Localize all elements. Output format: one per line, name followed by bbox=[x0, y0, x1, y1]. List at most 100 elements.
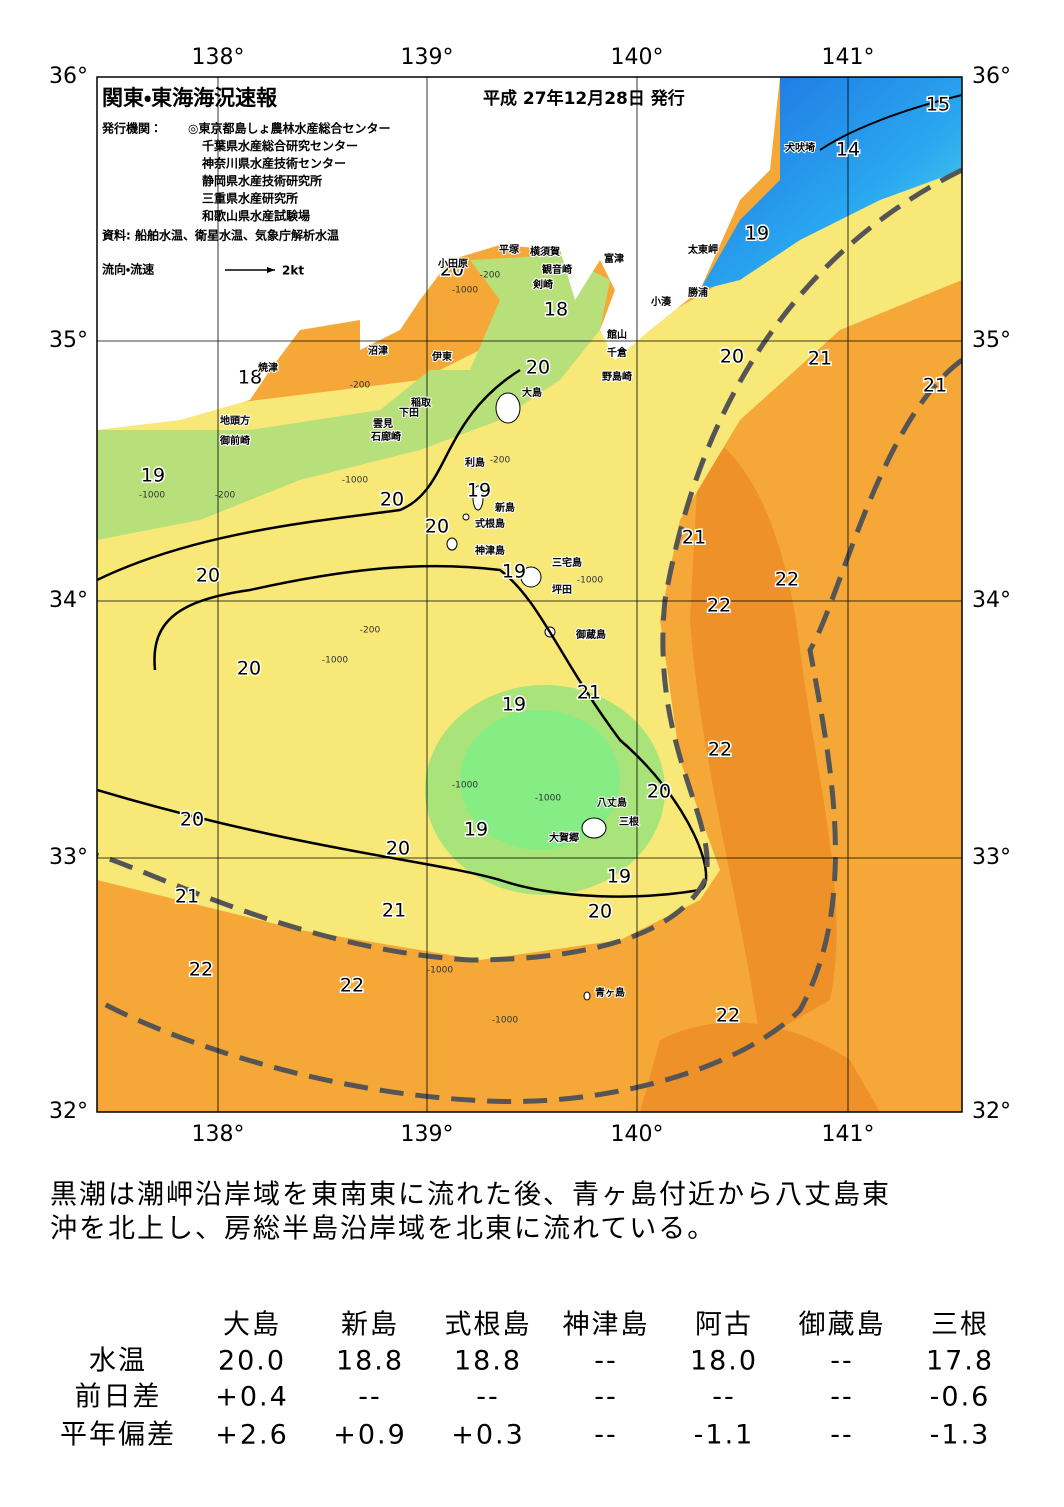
publisher-label: 発行機関： bbox=[101, 121, 162, 136]
isotherm-label: 20 bbox=[720, 346, 744, 368]
place-name: 犬吠埼 bbox=[785, 141, 815, 154]
cell: -- bbox=[476, 1382, 500, 1413]
depth-label: -200 bbox=[215, 491, 236, 501]
source: 資料: 船舶水温、衛星水温、気象庁解析水温 bbox=[102, 228, 339, 243]
isotherm-label: 19 bbox=[141, 465, 165, 487]
sea-mild bbox=[97, 160, 962, 960]
cell: -- bbox=[712, 1382, 736, 1413]
legend-arrowhead bbox=[267, 267, 275, 273]
latitude-label: 34° bbox=[972, 588, 1011, 613]
cell: 20.0 bbox=[218, 1346, 286, 1377]
isotherm-label: 19 bbox=[467, 480, 491, 502]
isotherm-label: 21 bbox=[577, 682, 601, 704]
title: 関東・東海海況速報 bbox=[102, 86, 278, 110]
longitude-label: 139° bbox=[401, 45, 454, 70]
depth-label: -1000 bbox=[342, 476, 368, 486]
cell: 17.8 bbox=[926, 1346, 994, 1377]
place-name: 雲見 bbox=[373, 418, 393, 430]
isotherm-label: 22 bbox=[189, 959, 213, 981]
cell: +0.3 bbox=[451, 1420, 525, 1451]
latitude-label: 36° bbox=[972, 64, 1011, 89]
cell: -- bbox=[358, 1382, 382, 1413]
place-name: 伊東 bbox=[431, 350, 452, 363]
isotherm-label: 22 bbox=[340, 975, 364, 997]
isotherm bbox=[819, 94, 962, 151]
isotherm-label: 19 bbox=[745, 223, 769, 245]
depth-label: -1000 bbox=[139, 491, 165, 501]
place-name: 青ヶ島 bbox=[595, 986, 625, 999]
sea-warmer bbox=[640, 1022, 880, 1112]
place-name: 館山 bbox=[606, 328, 627, 341]
isotherm-label: 15 bbox=[926, 94, 950, 116]
isotherm-label: 19 bbox=[502, 694, 526, 716]
map-frame bbox=[96, 76, 963, 1113]
summary-line: 黒潮は潮岬沿岸域を東南東に流れた後、青ヶ島付近から八丈島東 bbox=[50, 1180, 891, 1211]
isotherm-label: 21 bbox=[923, 375, 947, 397]
depth-label: -200 bbox=[490, 456, 511, 466]
isotherm-label: 20 bbox=[425, 516, 449, 538]
isotherm-label: 21 bbox=[382, 900, 406, 922]
cell: -1.1 bbox=[694, 1420, 755, 1451]
land bbox=[97, 77, 780, 430]
sea-cool bbox=[97, 255, 610, 540]
row-label: 水温 bbox=[89, 1346, 147, 1377]
cell: -1.3 bbox=[930, 1420, 991, 1451]
isotherm-label: 21 bbox=[175, 886, 199, 908]
longitude-label: 140° bbox=[611, 45, 664, 70]
place-name: 焼津 bbox=[258, 361, 278, 374]
isotherm-label: 21 bbox=[682, 527, 706, 549]
place-name: 地頭方 bbox=[220, 414, 250, 427]
sea-cooler bbox=[460, 710, 620, 850]
place-name: 平塚 bbox=[499, 243, 520, 256]
cell: -0.6 bbox=[930, 1382, 991, 1413]
depth-label: -1000 bbox=[535, 794, 561, 804]
place-name: 大賀郷 bbox=[549, 831, 579, 844]
cell: -- bbox=[830, 1382, 854, 1413]
cell: -- bbox=[594, 1382, 618, 1413]
place-name: 横須賀 bbox=[530, 245, 560, 258]
place-name: 御前崎 bbox=[219, 434, 250, 447]
publisher: 千葉県水産総合研究センター bbox=[202, 138, 358, 153]
isotherm-label: 20 bbox=[440, 259, 464, 281]
island bbox=[581, 817, 607, 839]
place-name: 小田原 bbox=[437, 257, 468, 270]
isotherm-label: 20 bbox=[647, 781, 671, 803]
place-name: 式根島 bbox=[475, 517, 505, 530]
isotherm-label: 18 bbox=[238, 367, 262, 389]
depth-label: -200 bbox=[480, 271, 501, 281]
depth-label: -200 bbox=[360, 626, 381, 636]
depth-label: -1000 bbox=[492, 1016, 518, 1026]
row-label: 平年偏差 bbox=[60, 1420, 176, 1451]
isotherm-label: 20 bbox=[526, 357, 550, 379]
depth-label: -1000 bbox=[452, 286, 478, 296]
isotherm-label: 19 bbox=[464, 819, 488, 841]
place-name: 太東岬 bbox=[687, 243, 718, 256]
place-name: 勝浦 bbox=[688, 286, 708, 299]
isotherm-label: 20 bbox=[588, 901, 612, 923]
place-name: 下田 bbox=[399, 407, 419, 419]
isotherm-label: 21 bbox=[808, 348, 832, 370]
place-name: 御蔵島 bbox=[575, 628, 606, 641]
cell: 18.0 bbox=[690, 1346, 758, 1377]
isotherm-label: 22 bbox=[716, 1005, 740, 1027]
latitude-label: 32° bbox=[972, 1099, 1011, 1124]
latitude-label: 32° bbox=[49, 1099, 88, 1124]
longitude-label: 141° bbox=[822, 1122, 875, 1147]
depth-label: -1000 bbox=[452, 781, 478, 791]
depth-label: -1000 bbox=[577, 576, 603, 586]
row-label: 前日差 bbox=[75, 1382, 162, 1413]
legend-label: 流向・流速 bbox=[102, 262, 154, 277]
publisher: 三重県水産研究所 bbox=[202, 191, 298, 206]
isotherm bbox=[97, 564, 708, 898]
isotherm-label: 19 bbox=[502, 561, 526, 583]
column-header: 大島 bbox=[223, 1310, 281, 1341]
sea-warmer bbox=[690, 430, 837, 1040]
latitude-label: 35° bbox=[972, 328, 1011, 353]
latitude-label: 35° bbox=[49, 328, 88, 353]
issue-date: 平成 27年12月28日 発行 bbox=[483, 88, 685, 109]
depth-label: -1000 bbox=[427, 966, 453, 976]
place-name: 石廊崎 bbox=[370, 430, 401, 443]
island bbox=[520, 566, 542, 588]
